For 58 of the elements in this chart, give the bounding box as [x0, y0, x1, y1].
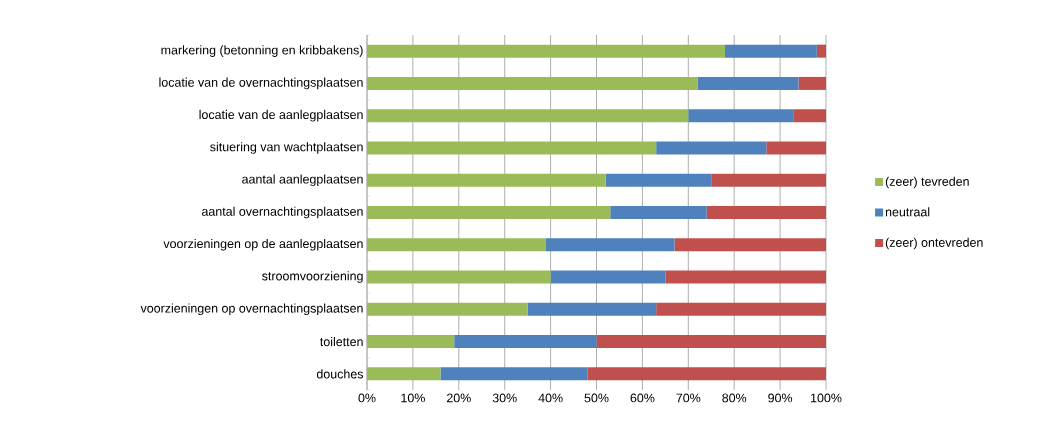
bar: [367, 173, 606, 187]
y-tick-label: voorzieningen op de aanlegplaatsen: [163, 238, 363, 251]
x-tick-label: 70%: [676, 393, 701, 403]
bar: [725, 44, 817, 58]
bar: [367, 238, 547, 252]
x-tick-label: 80%: [722, 393, 747, 403]
y-tick-label: aantal aanlegplaatsen: [242, 174, 363, 187]
bar: [367, 76, 698, 90]
legend-label: (zeer) ontevreden: [885, 237, 983, 250]
bar: [527, 302, 657, 316]
bar: [793, 109, 827, 123]
bar: [596, 335, 827, 349]
x-tick-label: 30%: [492, 393, 517, 403]
bar: [546, 238, 675, 252]
bar: [367, 141, 657, 155]
bar: [706, 206, 827, 219]
bar: [697, 76, 799, 90]
x-tick-label: 100%: [811, 393, 842, 403]
x-tick-label: 0%: [358, 393, 376, 403]
bar: [766, 141, 827, 155]
x-tick-label: 20%: [446, 393, 471, 403]
x-tick-label: 10%: [401, 393, 425, 403]
bar: [798, 76, 827, 90]
y-tick-label: locatie van de aanlegplaatsen: [199, 109, 363, 122]
y-tick-label: toiletten: [320, 337, 363, 347]
bar: [454, 335, 597, 349]
bar: [367, 44, 726, 58]
bar: [688, 109, 794, 123]
bar: [440, 367, 588, 381]
legend-label: (zeer) tevreden: [885, 176, 969, 189]
y-tick-label: situering van wachtplaatsen: [210, 142, 363, 154]
y-tick-label: voorzieningen op overnachtingsplaatsen: [140, 303, 363, 316]
bar: [610, 206, 707, 219]
y-tick-label: markering (betonning en kribbakens): [161, 45, 363, 57]
y-tick-label: locatie van de overnachtingsplaatsen: [159, 77, 363, 90]
bar: [367, 302, 528, 316]
bar: [367, 206, 611, 219]
bar: [816, 44, 827, 58]
y-tick-label: aantal overnachtingsplaatsen: [202, 206, 363, 219]
x-tick-label: 60%: [630, 393, 655, 403]
bar: [367, 335, 455, 349]
bar: [367, 367, 441, 381]
bar: [587, 367, 827, 381]
x-tick-label: 40%: [538, 393, 563, 403]
bar: [367, 109, 689, 123]
y-tick-label: douches: [316, 369, 364, 379]
legend-label: neutraal: [885, 207, 930, 217]
bar: [674, 238, 827, 252]
bar: [550, 270, 666, 284]
bar: [665, 270, 827, 284]
bar: [656, 141, 767, 155]
x-tick-label: 90%: [768, 393, 793, 403]
x-tick-label: 50%: [584, 393, 609, 403]
bar: [605, 173, 712, 187]
bar: [367, 270, 551, 284]
bar: [656, 302, 827, 316]
bar: [711, 173, 827, 187]
y-tick-label: stroomvoorziening: [262, 271, 363, 283]
